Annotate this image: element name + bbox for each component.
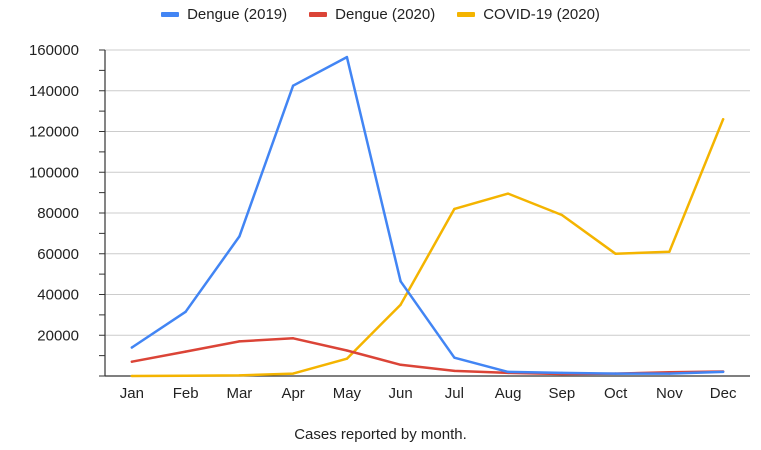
- data-point[interactable]: [184, 310, 187, 314]
- gridlines: [105, 49, 750, 336]
- x-tick-label: Jan: [120, 385, 144, 402]
- x-tick-label: Jun: [389, 385, 413, 402]
- data-point[interactable]: [291, 337, 295, 340]
- data-point[interactable]: [668, 250, 671, 253]
- series-line-1[interactable]: [130, 337, 725, 376]
- data-point[interactable]: [506, 370, 510, 374]
- data-point[interactable]: [130, 374, 134, 378]
- data-point[interactable]: [130, 360, 134, 363]
- x-axis-title: Cases reported by month.: [294, 426, 467, 443]
- legend: Dengue (2019) Dengue (2020) COVID-19 (20…: [0, 6, 761, 23]
- x-tick-label: Mar: [226, 385, 252, 402]
- legend-swatch-covid-2020: [457, 12, 476, 17]
- data-point[interactable]: [399, 280, 402, 283]
- data-point[interactable]: [291, 84, 295, 87]
- x-tick-label: Sep: [549, 385, 576, 402]
- y-tick-label: 100000: [29, 164, 79, 181]
- x-tick-label: May: [333, 385, 362, 402]
- x-tick-label: Oct: [604, 385, 628, 402]
- x-tick-label: Nov: [656, 385, 683, 402]
- series-line-0[interactable]: [130, 55, 725, 375]
- legend-item-covid-2020[interactable]: COVID-19 (2020): [457, 6, 600, 23]
- y-tick-label: 40000: [37, 287, 79, 304]
- y-tick-labels: 20000 40000 60000 80000 100000 120000 140000 16…: [29, 42, 79, 344]
- x-tick-label: Jul: [445, 385, 464, 402]
- data-point[interactable]: [453, 356, 456, 359]
- x-tick-labels: Jan Feb Mar Apr May Jun Jul Aug Sep Oct Nov Dec: [120, 385, 737, 402]
- legend-item-dengue-2020[interactable]: Dengue (2020): [309, 6, 435, 23]
- x-tick-label: Aug: [495, 385, 522, 402]
- data-point[interactable]: [345, 55, 349, 59]
- data-point[interactable]: [668, 372, 671, 375]
- data-point[interactable]: [238, 235, 241, 238]
- data-point[interactable]: [345, 357, 349, 360]
- data-point[interactable]: [184, 374, 187, 377]
- legend-swatch-dengue-2019: [161, 12, 180, 17]
- legend-label-dengue-2019: Dengue (2019): [187, 6, 288, 23]
- data-point[interactable]: [399, 363, 402, 366]
- data-point[interactable]: [560, 371, 564, 375]
- data-point[interactable]: [345, 349, 349, 352]
- legend-item-dengue-2019[interactable]: Dengue (2019): [161, 6, 287, 23]
- data-point[interactable]: [130, 346, 134, 349]
- data-point[interactable]: [614, 372, 617, 375]
- data-point[interactable]: [238, 374, 241, 377]
- x-tick-label: Feb: [173, 385, 199, 402]
- data-point[interactable]: [399, 303, 402, 306]
- series-line-2[interactable]: [130, 118, 725, 378]
- data-point[interactable]: [291, 372, 295, 375]
- series-lines: [130, 55, 725, 378]
- data-point[interactable]: [721, 370, 725, 374]
- legend-label-dengue-2020: Dengue (2020): [335, 6, 436, 23]
- y-tick-label: 20000: [37, 327, 79, 344]
- data-point[interactable]: [453, 369, 456, 373]
- data-point[interactable]: [184, 350, 187, 353]
- data-point[interactable]: [238, 340, 241, 343]
- y-tick-label: 80000: [37, 205, 79, 222]
- data-point[interactable]: [453, 207, 456, 211]
- data-point[interactable]: [506, 192, 510, 195]
- x-tick-label: Dec: [710, 385, 737, 402]
- legend-swatch-dengue-2020: [309, 12, 328, 17]
- legend-label-covid-2020: COVID-19 (2020): [483, 6, 600, 23]
- y-tick-label: 120000: [29, 124, 79, 141]
- data-point[interactable]: [614, 252, 617, 255]
- y-tick-label: 140000: [29, 83, 79, 100]
- x-tick-label: Apr: [281, 385, 304, 402]
- y-tick-label: 160000: [29, 42, 79, 59]
- data-point[interactable]: [560, 213, 564, 217]
- data-point[interactable]: [721, 118, 725, 121]
- y-tick-label: 60000: [37, 246, 79, 263]
